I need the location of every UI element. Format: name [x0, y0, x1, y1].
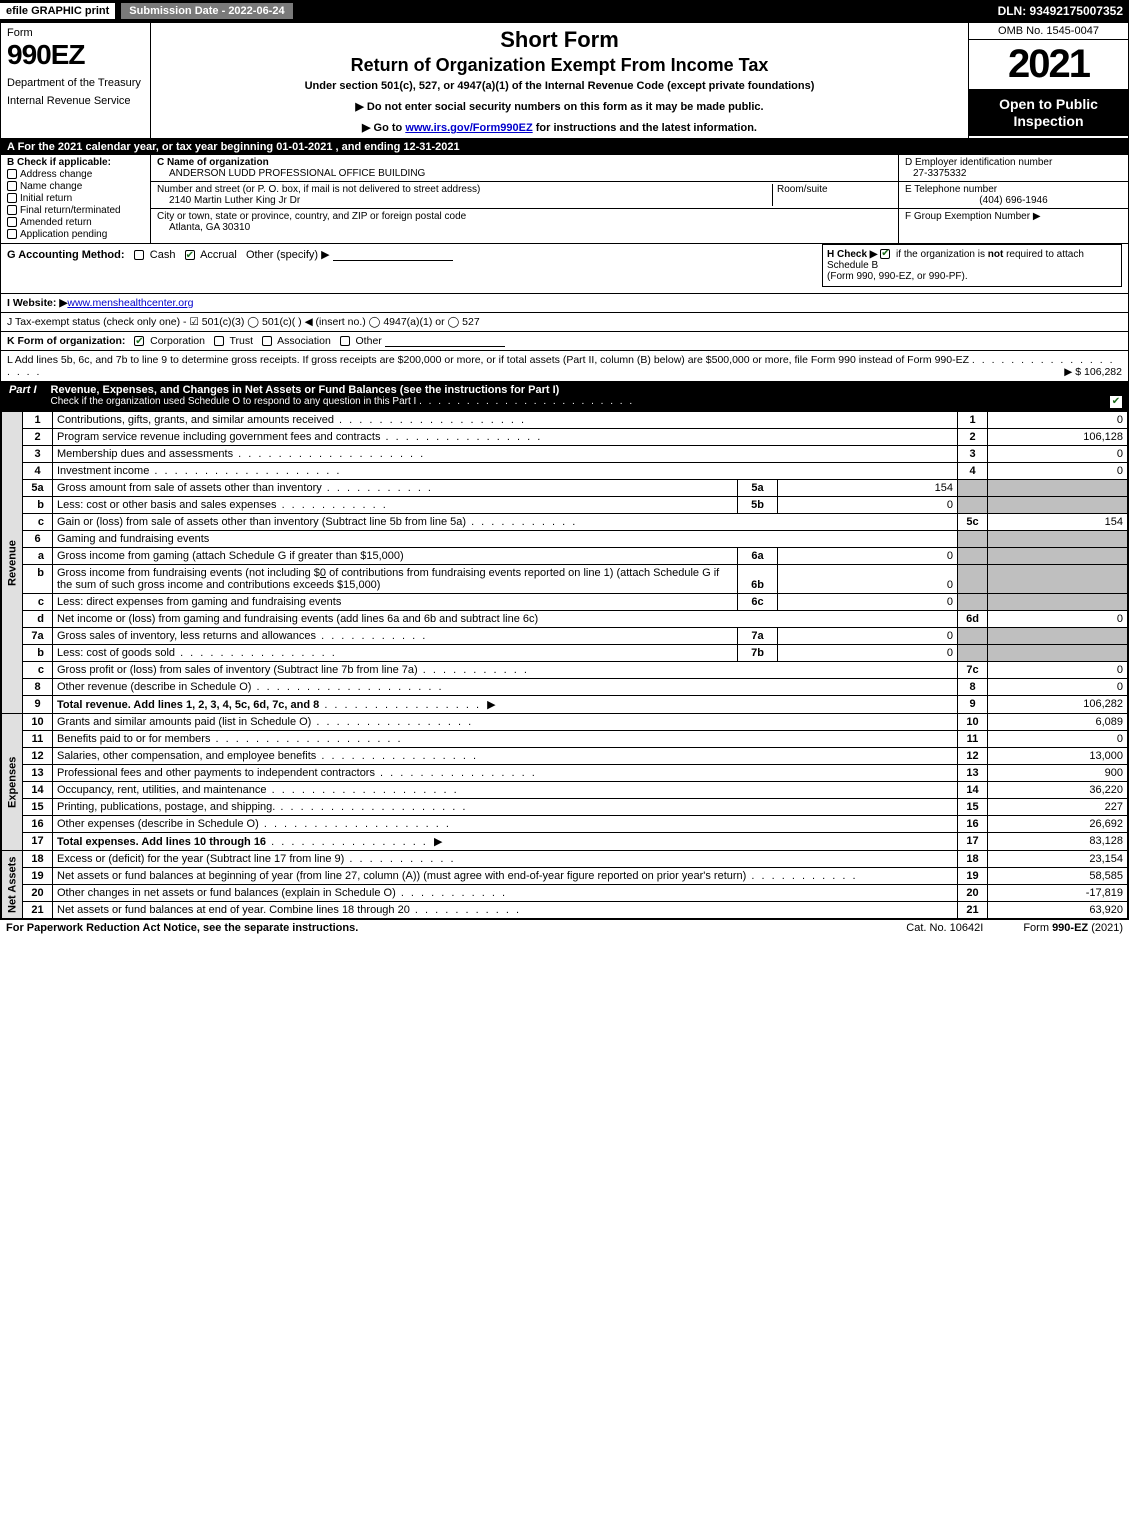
row-g-accounting: G Accounting Method: Cash Accrual Other …: [1, 244, 1128, 294]
g-label: G Accounting Method:: [7, 249, 125, 261]
h-box: H Check ▶ if the organization is not req…: [822, 244, 1122, 287]
revenue-vlabel: Revenue: [2, 412, 23, 714]
addr-value: 2140 Martin Luther King Jr Dr: [157, 195, 772, 206]
part-i-bar: Part I Revenue, Expenses, and Changes in…: [1, 382, 1128, 411]
header-middle: Short Form Return of Organization Exempt…: [151, 23, 968, 138]
part-i-title: Revenue, Expenses, and Changes in Net As…: [45, 382, 1128, 410]
d-label: D Employer identification number: [905, 157, 1052, 168]
chk-corp[interactable]: [134, 336, 144, 346]
row-j-tax-exempt: J Tax-exempt status (check only one) - ☑…: [1, 313, 1128, 332]
h-label: H Check ▶: [827, 249, 877, 260]
form-container: Form 990EZ Department of the Treasury In…: [0, 22, 1129, 920]
city-value: Atlanta, GA 30310: [157, 222, 892, 233]
form-number: 990EZ: [7, 39, 144, 71]
d-ein: D Employer identification number 27-3375…: [899, 155, 1128, 182]
b-label: B Check if applicable:: [7, 157, 144, 168]
chk-final-return[interactable]: Final return/terminated: [7, 205, 144, 216]
f-group: F Group Exemption Number ▶: [899, 209, 1128, 224]
goto-pre: ▶ Go to: [362, 122, 405, 134]
header-right: OMB No. 1545-0047 2021 Open to Public In…: [968, 23, 1128, 138]
tax-year: 2021: [969, 40, 1128, 90]
k-label: K Form of organization:: [7, 335, 125, 347]
subtitle: Under section 501(c), 527, or 4947(a)(1)…: [157, 80, 962, 92]
l-amt: ▶ $ 106,282: [1064, 366, 1122, 378]
row-k-org-form: K Form of organization: Corporation Trus…: [1, 332, 1128, 351]
submission-date: Submission Date - 2022-06-24: [119, 1, 294, 21]
col-b-checkboxes: B Check if applicable: Address change Na…: [1, 155, 151, 243]
dept-treasury: Department of the Treasury: [7, 77, 144, 89]
chk-other-org[interactable]: [340, 336, 350, 346]
c-name-row: C Name of organization ANDERSON LUDD PRO…: [151, 155, 898, 182]
irs-link[interactable]: www.irs.gov/Form990EZ: [405, 122, 532, 134]
other-org-line[interactable]: [385, 335, 505, 347]
chk-h[interactable]: [880, 249, 890, 259]
top-bar: efile GRAPHIC print Submission Date - 20…: [0, 0, 1129, 22]
dln-label: DLN: 93492175007352: [998, 4, 1129, 18]
dept-irs: Internal Revenue Service: [7, 95, 144, 107]
page-footer: For Paperwork Reduction Act Notice, see …: [0, 920, 1129, 936]
note-ssn: ▶ Do not enter social security numbers o…: [157, 100, 962, 113]
j-text: J Tax-exempt status (check only one) - ☑…: [7, 316, 480, 328]
expenses-vlabel: Expenses: [2, 714, 23, 851]
addr-label: Number and street (or P. O. box, if mail…: [157, 184, 772, 195]
row-i-website: I Website: ▶www.menshealthcenter.org: [1, 294, 1128, 313]
form-header: Form 990EZ Department of the Treasury In…: [1, 23, 1128, 139]
title-return: Return of Organization Exempt From Incom…: [157, 55, 962, 76]
c-org-name: ANDERSON LUDD PROFESSIONAL OFFICE BUILDI…: [157, 168, 892, 179]
chk-trust[interactable]: [214, 336, 224, 346]
i-label: I Website: ▶: [7, 297, 67, 309]
col-c-org: C Name of organization ANDERSON LUDD PRO…: [151, 155, 898, 243]
chk-initial-return[interactable]: Initial return: [7, 193, 144, 204]
footer-right: Form 990-EZ (2021): [1023, 922, 1123, 934]
room-suite: Room/suite: [772, 184, 892, 206]
header-left: Form 990EZ Department of the Treasury In…: [1, 23, 151, 138]
part-i-check[interactable]: ✔: [1110, 396, 1122, 408]
section-bcdef: B Check if applicable: Address change Na…: [1, 155, 1128, 244]
chk-pending[interactable]: Application pending: [7, 229, 144, 240]
e-value: (404) 696-1946: [905, 195, 1122, 206]
website-link[interactable]: www.menshealthcenter.org: [67, 297, 193, 309]
netassets-vlabel: Net Assets: [2, 851, 23, 919]
other-specify-line[interactable]: [333, 249, 453, 261]
footer-left: For Paperwork Reduction Act Notice, see …: [6, 922, 866, 934]
row-a-calendar-year: A For the 2021 calendar year, or tax yea…: [1, 139, 1128, 155]
l-text: L Add lines 5b, 6c, and 7b to line 9 to …: [7, 354, 969, 366]
omb-number: OMB No. 1545-0047: [969, 23, 1128, 40]
financial-table: Revenue 1 Contributions, gifts, grants, …: [1, 411, 1128, 919]
d-value: 27-3375332: [905, 168, 966, 179]
c-label: C Name of organization: [157, 157, 892, 168]
note-goto: ▶ Go to www.irs.gov/Form990EZ for instru…: [157, 121, 962, 134]
goto-post: for instructions and the latest informat…: [533, 122, 757, 134]
title-short-form: Short Form: [157, 27, 962, 53]
footer-cat: Cat. No. 10642I: [906, 922, 983, 934]
chk-accrual[interactable]: [185, 250, 195, 260]
chk-name-change[interactable]: Name change: [7, 181, 144, 192]
city-label: City or town, state or province, country…: [157, 211, 892, 222]
row-l-gross-receipts: L Add lines 5b, 6c, and 7b to line 9 to …: [1, 351, 1128, 382]
e-label: E Telephone number: [905, 184, 997, 195]
f-label: F Group Exemption Number ▶: [905, 211, 1041, 222]
c-city-row: City or town, state or province, country…: [151, 209, 898, 235]
col-def: D Employer identification number 27-3375…: [898, 155, 1128, 243]
form-word: Form: [7, 27, 144, 39]
chk-address-change[interactable]: Address change: [7, 169, 144, 180]
chk-amended[interactable]: Amended return: [7, 217, 144, 228]
part-i-label: Part I: [1, 382, 45, 410]
c-addr-row: Number and street (or P. O. box, if mail…: [151, 182, 898, 209]
chk-cash[interactable]: [134, 250, 144, 260]
inspection-badge: Open to Public Inspection: [969, 90, 1128, 136]
efile-label[interactable]: efile GRAPHIC print: [0, 3, 115, 19]
chk-assoc[interactable]: [262, 336, 272, 346]
e-phone: E Telephone number (404) 696-1946: [899, 182, 1128, 209]
